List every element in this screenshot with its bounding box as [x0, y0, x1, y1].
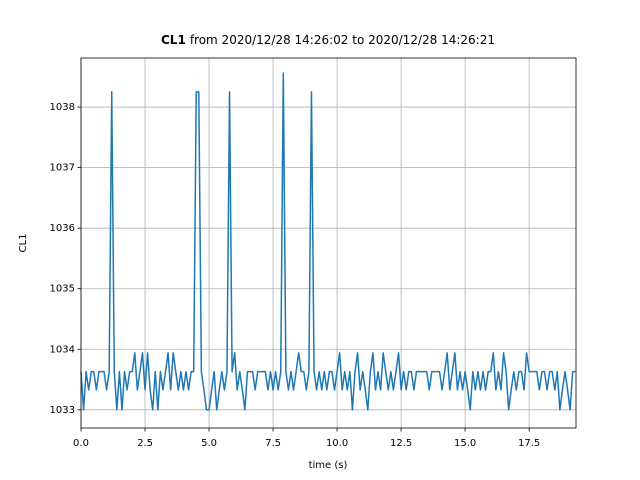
y-tick-label: 1038	[50, 102, 75, 113]
x-tick-label: 5.0	[201, 438, 217, 449]
title-rest: from 2020/12/28 14:26:02 to 2020/12/28 1…	[190, 33, 495, 47]
title-bold: CL1	[161, 33, 186, 47]
x-tick-label: 2.5	[137, 438, 153, 449]
x-tick-label: 7.5	[265, 438, 281, 449]
chart-title: CL1 from 2020/12/28 14:26:02 to 2020/12/2…	[161, 33, 495, 47]
y-tick-label: 1036	[50, 223, 75, 234]
data-line	[80, 72, 576, 411]
y-tick-label: 1035	[50, 284, 75, 295]
x-tick-label: 0.0	[73, 438, 89, 449]
y-tick-label: 1033	[50, 405, 75, 416]
x-tick-label: 10.0	[326, 438, 348, 449]
x-axis-label: time (s)	[309, 460, 348, 471]
x-tick-label: 12.5	[390, 438, 412, 449]
y-tick-label: 1037	[50, 163, 75, 174]
x-tick-label: 15.0	[454, 438, 476, 449]
x-tick-label: 17.5	[518, 438, 540, 449]
y-tick-label: 1034	[50, 344, 75, 355]
y-axis-label: CL1	[18, 234, 29, 253]
plot-frame	[80, 57, 577, 429]
